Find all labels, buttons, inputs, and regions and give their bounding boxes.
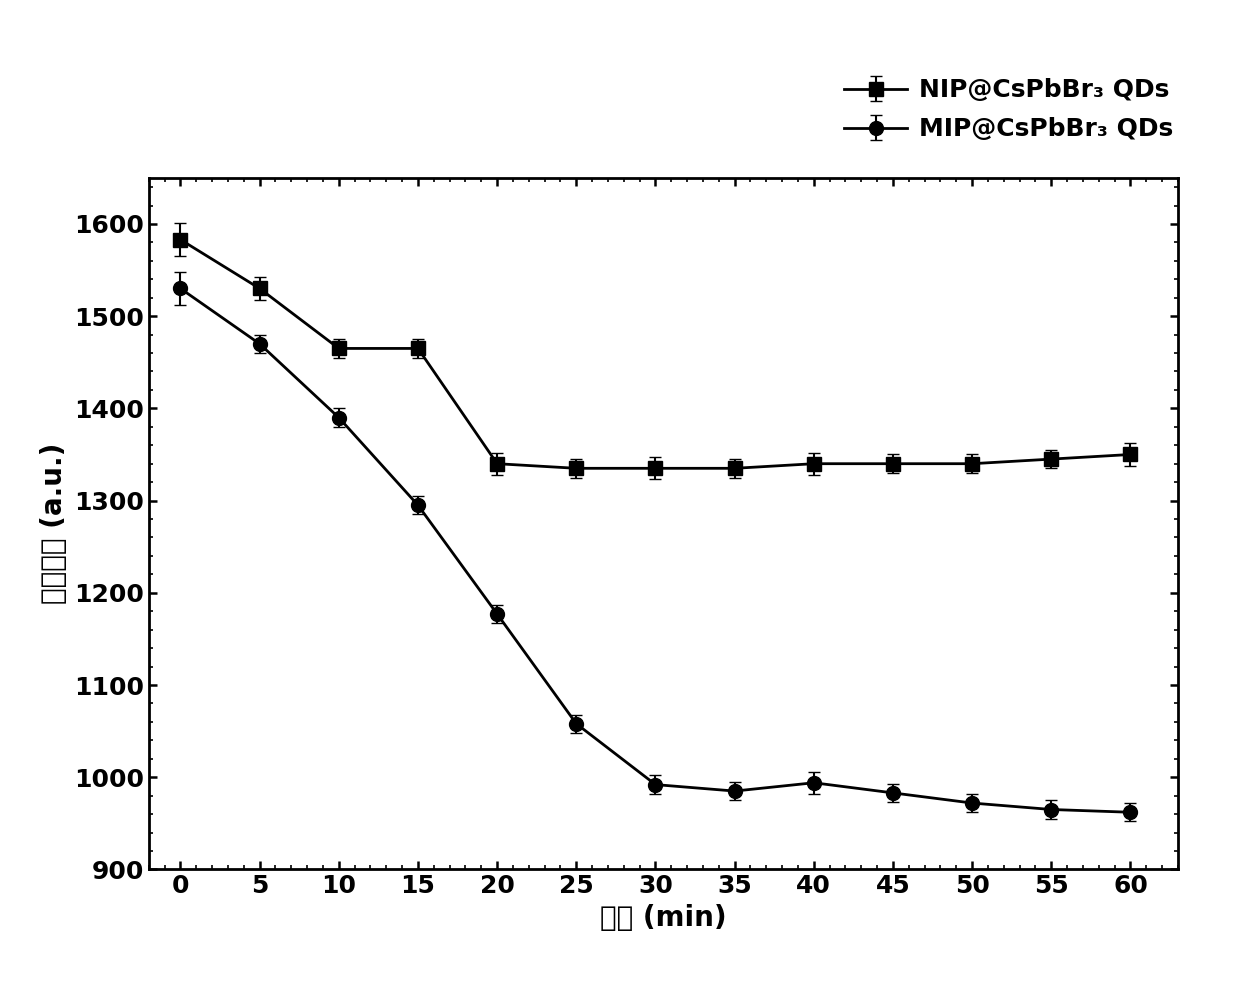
Y-axis label: 荧光强度 (a.u.): 荧光强度 (a.u.) [41,443,68,605]
X-axis label: 时间 (min): 时间 (min) [600,904,727,932]
Legend: NIP@CsPbBr₃ QDs, MIP@CsPbBr₃ QDs: NIP@CsPbBr₃ QDs, MIP@CsPbBr₃ QDs [832,66,1187,154]
